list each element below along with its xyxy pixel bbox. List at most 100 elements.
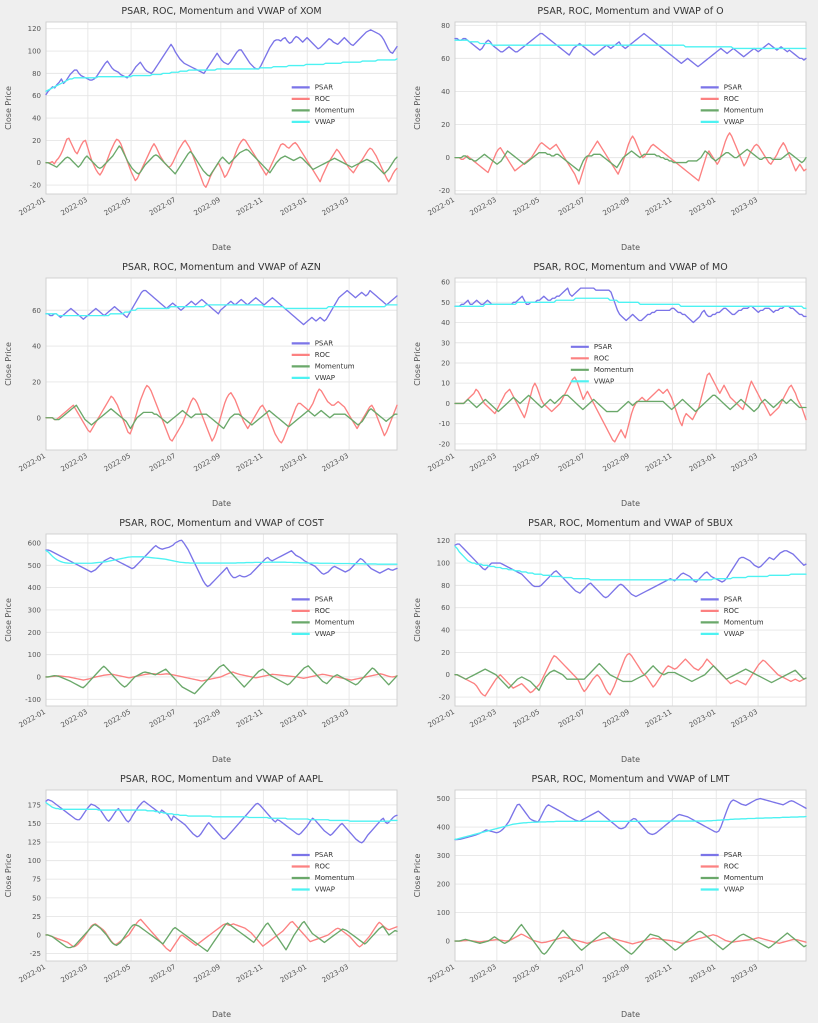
series-line-vwap bbox=[454, 39, 807, 50]
legend-label-roc: ROC bbox=[724, 95, 739, 103]
legend-label-vwap: VWAP bbox=[315, 885, 335, 893]
y-tick-label: 300 bbox=[28, 606, 41, 614]
y-tick-label: 20 bbox=[441, 359, 450, 367]
y-tick-label: 20 bbox=[32, 137, 41, 145]
legend-label-roc: ROC bbox=[315, 351, 330, 359]
plot-spines bbox=[454, 789, 807, 962]
legend-label-momentum: Momentum bbox=[315, 106, 355, 114]
legend-label-vwap: VWAP bbox=[724, 630, 744, 638]
legend-label-vwap: VWAP bbox=[594, 377, 614, 385]
series-line-momentum bbox=[45, 404, 398, 430]
y-tick-label: -10 bbox=[439, 420, 450, 428]
plot-spines bbox=[45, 533, 398, 707]
series-line-momentum bbox=[454, 394, 807, 413]
y-tick-label: 0 bbox=[37, 414, 41, 422]
y-tick-label: 40 bbox=[32, 343, 41, 351]
chart-panel-xom: -20 0 20 40 60 80 100 120 2022-01 2022-03 2022-05 2… bbox=[0, 0, 409, 256]
plot-spines bbox=[45, 277, 398, 451]
x-axis-label: Date bbox=[212, 755, 231, 764]
series-line-roc bbox=[454, 652, 807, 697]
legend-label-vwap: VWAP bbox=[724, 885, 744, 893]
y-tick-label: 20 bbox=[441, 649, 450, 657]
y-tick-label: 40 bbox=[441, 88, 450, 96]
legend-label-roc: ROC bbox=[724, 607, 739, 615]
series-line-psar bbox=[454, 32, 807, 68]
y-axis-label: Close Price bbox=[413, 854, 422, 898]
y-tick-label: -25 bbox=[30, 950, 41, 958]
y-axis-label: Close Price bbox=[413, 86, 422, 130]
y-tick-label: 500 bbox=[28, 562, 41, 570]
y-tick-label: 80 bbox=[441, 22, 450, 30]
legend-label-roc: ROC bbox=[315, 862, 330, 870]
series-line-roc bbox=[454, 933, 807, 945]
y-tick-label: 0 bbox=[446, 938, 450, 946]
y-tick-label: 60 bbox=[441, 279, 450, 287]
y-axis-label: Close Price bbox=[413, 598, 422, 642]
panel-title: PSAR, ROC, Momentum and VWAP of MO bbox=[533, 262, 727, 273]
series-line-psar bbox=[454, 797, 807, 841]
series-line-momentum bbox=[45, 145, 398, 177]
y-tick-label: 25 bbox=[32, 913, 41, 921]
x-axis-label: Date bbox=[621, 755, 640, 764]
y-tick-label: 40 bbox=[441, 627, 450, 635]
y-tick-label: 100 bbox=[437, 909, 450, 917]
series-line-roc bbox=[45, 384, 398, 444]
y-tick-label: 600 bbox=[28, 539, 41, 547]
chart-panel-mo: -20 -10 0 10 20 30 40 50 60 2022-01 2022-03 2022-05… bbox=[409, 256, 818, 512]
series-line-roc bbox=[45, 137, 398, 188]
series-line-vwap bbox=[454, 815, 807, 840]
series-line-psar bbox=[45, 29, 398, 96]
legend-label-momentum: Momentum bbox=[594, 366, 634, 374]
legend-label-psar: PSAR bbox=[315, 851, 334, 859]
legend-label-roc: ROC bbox=[315, 607, 330, 615]
y-tick-label: -20 bbox=[439, 440, 450, 448]
plot-spines bbox=[45, 21, 398, 195]
plot-spines bbox=[45, 789, 398, 962]
panel-title: PSAR, ROC, Momentum and VWAP of COST bbox=[119, 518, 324, 529]
y-tick-label: 30 bbox=[441, 339, 450, 347]
x-axis-label: Date bbox=[212, 499, 231, 508]
y-tick-label: 60 bbox=[441, 55, 450, 63]
y-axis-label: Close Price bbox=[413, 342, 422, 386]
legend-label-momentum: Momentum bbox=[315, 362, 355, 370]
series-line-momentum bbox=[45, 664, 398, 695]
y-tick-label: -20 bbox=[30, 182, 41, 190]
series-line-roc bbox=[454, 132, 807, 185]
panel-title: PSAR, ROC, Momentum and VWAP of AAPL bbox=[120, 774, 324, 785]
chart-panel-azn: 0 20 40 60 2022-01 2022-03 2022-05 2022-07 2022-… bbox=[0, 256, 409, 512]
legend-label-roc: ROC bbox=[594, 354, 609, 362]
y-axis-label: Close Price bbox=[4, 854, 13, 898]
y-tick-label: 20 bbox=[32, 378, 41, 386]
x-axis-label: Date bbox=[621, 243, 640, 252]
y-tick-label: 120 bbox=[437, 537, 450, 545]
series-line-vwap bbox=[454, 297, 807, 310]
x-axis-label: Date bbox=[212, 1010, 231, 1019]
y-tick-label: 75 bbox=[32, 876, 41, 884]
panel-title: PSAR, ROC, Momentum and VWAP of XOM bbox=[121, 6, 321, 17]
legend-label-psar: PSAR bbox=[315, 595, 334, 603]
y-tick-label: 20 bbox=[441, 121, 450, 129]
plot-spines bbox=[454, 277, 807, 451]
series-line-roc bbox=[45, 918, 398, 953]
y-tick-label: 10 bbox=[441, 380, 450, 388]
y-tick-label: 40 bbox=[441, 319, 450, 327]
y-tick-label: 50 bbox=[32, 894, 41, 902]
y-tick-label: 100 bbox=[28, 651, 41, 659]
y-tick-label: 100 bbox=[28, 48, 41, 56]
series-line-momentum bbox=[454, 923, 807, 955]
legend-label-momentum: Momentum bbox=[724, 618, 764, 626]
y-tick-label: 100 bbox=[28, 857, 41, 865]
series-line-momentum bbox=[454, 148, 807, 172]
legend-label-psar: PSAR bbox=[724, 83, 743, 91]
legend-label-vwap: VWAP bbox=[315, 630, 335, 638]
series-line-psar bbox=[45, 539, 398, 588]
y-tick-label: 200 bbox=[28, 629, 41, 637]
y-tick-label: -20 bbox=[439, 187, 450, 195]
series-line-vwap bbox=[454, 545, 807, 581]
y-tick-label: 60 bbox=[32, 307, 41, 315]
legend-label-vwap: VWAP bbox=[315, 118, 335, 126]
series-line-roc bbox=[45, 671, 398, 682]
plot-spines bbox=[454, 21, 807, 195]
series-line-vwap bbox=[45, 304, 398, 317]
